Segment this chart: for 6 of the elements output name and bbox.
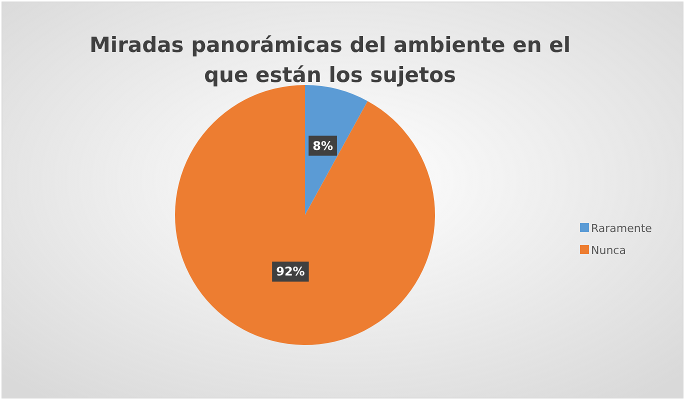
pie-slice: [175, 85, 435, 345]
chart-title: Miradas panorámicas del ambiente en el que están los sujetos: [89, 33, 571, 87]
data-label: 92%: [276, 264, 305, 279]
legend-label: Nunca: [591, 244, 626, 257]
legend-label: Raramente: [591, 222, 652, 235]
data-label: 8%: [312, 138, 333, 153]
